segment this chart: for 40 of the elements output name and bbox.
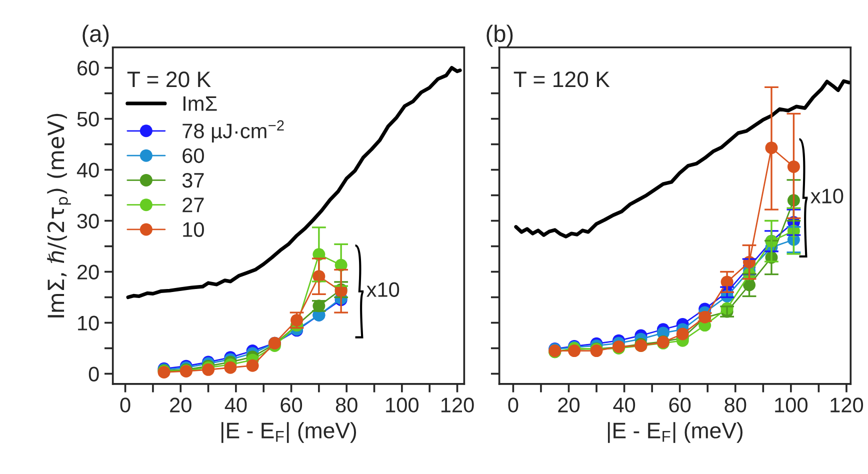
- x-tick-label: 120: [441, 398, 474, 412]
- chart-title: (b): [486, 24, 513, 47]
- point: [224, 361, 237, 374]
- y-tick-label: 50: [77, 112, 99, 127]
- legend-label: 78 µJ·cm$^{−2}$: [182, 120, 284, 142]
- annotation: T = 120 K: [514, 72, 610, 88]
- legend-label: ImΣ: [184, 96, 217, 111]
- x-tick-label: 100: [386, 398, 418, 412]
- y-tick-label: 30: [77, 214, 99, 229]
- x-tick-label: 80: [724, 398, 746, 412]
- y-tick-label: 60: [78, 60, 99, 76]
- annotation: x10: [810, 188, 844, 204]
- x-tick-label: 0: [120, 398, 130, 412]
- y-tick-label: 20: [78, 264, 99, 280]
- legend-label: 60: [182, 148, 204, 164]
- x-axis-title: |E - E$_{F}$| (meV): [608, 422, 742, 443]
- x-tick-label: 80: [336, 398, 358, 412]
- legend-label: 37: [182, 172, 204, 188]
- x-tick-label: 100: [775, 398, 808, 412]
- x-tick-label: 40: [613, 398, 636, 412]
- x-tick-label: 60: [280, 398, 302, 412]
- x-tick-label: 20: [558, 398, 580, 412]
- x-axis-title: |E - E$_{F}$| (meV): [221, 422, 356, 443]
- x-tick-label: 60: [669, 398, 691, 412]
- y-axis-title: ImΣ, ℏ/(2τ$_{p}$) (meV): [47, 114, 71, 318]
- legend-label: 27: [182, 198, 204, 212]
- point: [676, 328, 689, 340]
- y-tick-label: 0: [88, 366, 99, 382]
- chart-title: (a): [82, 24, 109, 47]
- x-tick-label: 20: [170, 398, 192, 412]
- legend-label: 10: [183, 222, 204, 237]
- y-tick-label: 10: [78, 316, 99, 331]
- point: [246, 359, 259, 372]
- annotation: T = 20 K: [127, 72, 211, 88]
- annotation: x10: [366, 282, 400, 297]
- x-tick-label: 0: [508, 398, 518, 412]
- line-series: [126, 66, 462, 300]
- x-tick-label: 40: [224, 398, 247, 412]
- x-tick-label: 120: [830, 398, 864, 412]
- y-tick-label: 40: [76, 162, 99, 178]
